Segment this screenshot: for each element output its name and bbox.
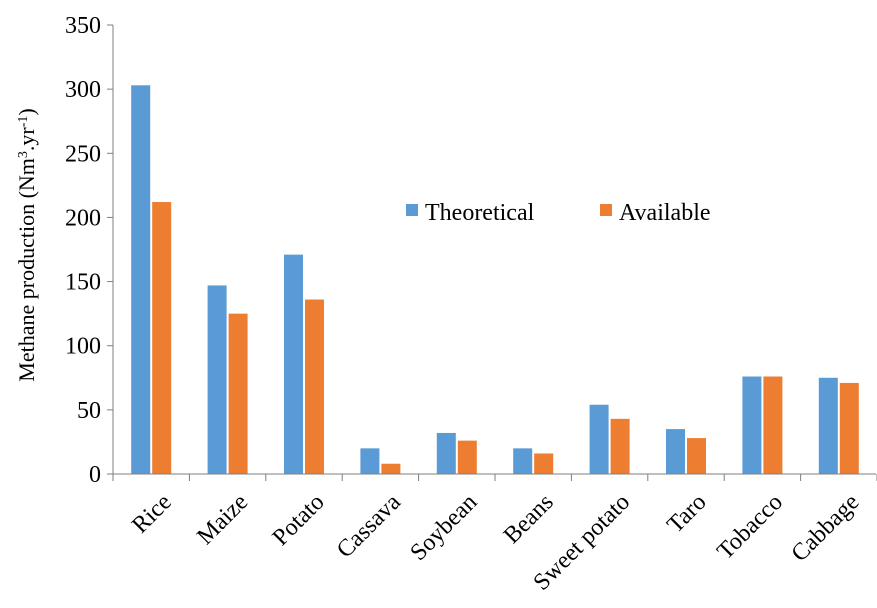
bar-available-soybean <box>457 440 477 474</box>
bar-available-cabbage <box>839 382 859 474</box>
bar-available-taro <box>687 438 706 474</box>
y-tick-label: 50 <box>77 398 101 424</box>
y-axis-title-sup-1: 3 <box>16 151 31 158</box>
bar-theoretical-cassava <box>360 448 380 474</box>
bar-theoretical-rice <box>131 85 151 475</box>
y-tick-label: 300 <box>65 77 101 103</box>
y-tick-label: 100 <box>65 334 101 360</box>
bar-theoretical-soybean <box>436 432 456 474</box>
y-axis-ticks: 0 50 100 150 200 250 300 350 <box>65 13 113 488</box>
y-tick-label: 150 <box>65 270 101 296</box>
bar-available-maize <box>228 313 248 474</box>
bar-available-sweet-potato <box>610 418 630 474</box>
x-category-label-rice: Rice <box>127 489 176 538</box>
bar-theoretical-potato <box>284 254 303 474</box>
legend-swatch-available <box>600 204 612 216</box>
x-category-label-taro: Taro <box>662 489 711 538</box>
y-axis-title-unit: .yr <box>14 127 39 152</box>
y-axis-title: Methane production (Nm3.yr-1) <box>14 108 39 381</box>
bar-theoretical-tobacco <box>742 376 762 474</box>
y-axis-title-end: ) <box>14 108 39 115</box>
bar-available-potato <box>305 299 324 474</box>
legend-label-available: Available <box>619 200 711 226</box>
y-tick-label: 350 <box>65 13 101 39</box>
bar-available-cassava <box>381 463 401 474</box>
y-axis-title-sup-2: -1 <box>16 116 31 128</box>
x-category-label-maize: Maize <box>192 489 253 550</box>
y-tick-label: 250 <box>65 141 101 167</box>
bar-available-beans <box>534 453 554 474</box>
category-labels: Rice Maize Potato Cassava Soybean BeansSweet … <box>127 489 864 596</box>
legend-swatch-theoretical <box>406 204 418 216</box>
legend: Theoretical Available <box>406 200 711 226</box>
bar-theoretical-beans <box>513 448 533 474</box>
x-category-label-cabbage: Cabbage <box>787 489 865 567</box>
x-axis-ticks <box>112 474 877 481</box>
bar-available-rice <box>152 202 172 474</box>
x-category-label-potato: Potato <box>268 489 330 551</box>
y-tick-label: 200 <box>65 205 101 231</box>
bar-theoretical-cabbage <box>818 377 838 474</box>
bar-available-tobacco <box>763 376 783 474</box>
bars <box>131 85 859 475</box>
y-tick-label: 0 <box>89 462 101 488</box>
legend-label-theoretical: Theoretical <box>425 200 535 226</box>
bar-theoretical-sweet-potato <box>589 404 609 474</box>
y-axis-title-main: Methane production (Nm <box>14 158 39 382</box>
x-category-label-tobacco: Tobacco <box>712 489 788 565</box>
bar-theoretical-taro <box>666 429 685 474</box>
bar-theoretical-maize <box>207 285 227 474</box>
x-category-label-soybean: Soybean <box>406 489 483 566</box>
x-category-label-cassava: Cassava <box>332 489 406 563</box>
x-category-label-beans: Beans <box>499 489 559 549</box>
